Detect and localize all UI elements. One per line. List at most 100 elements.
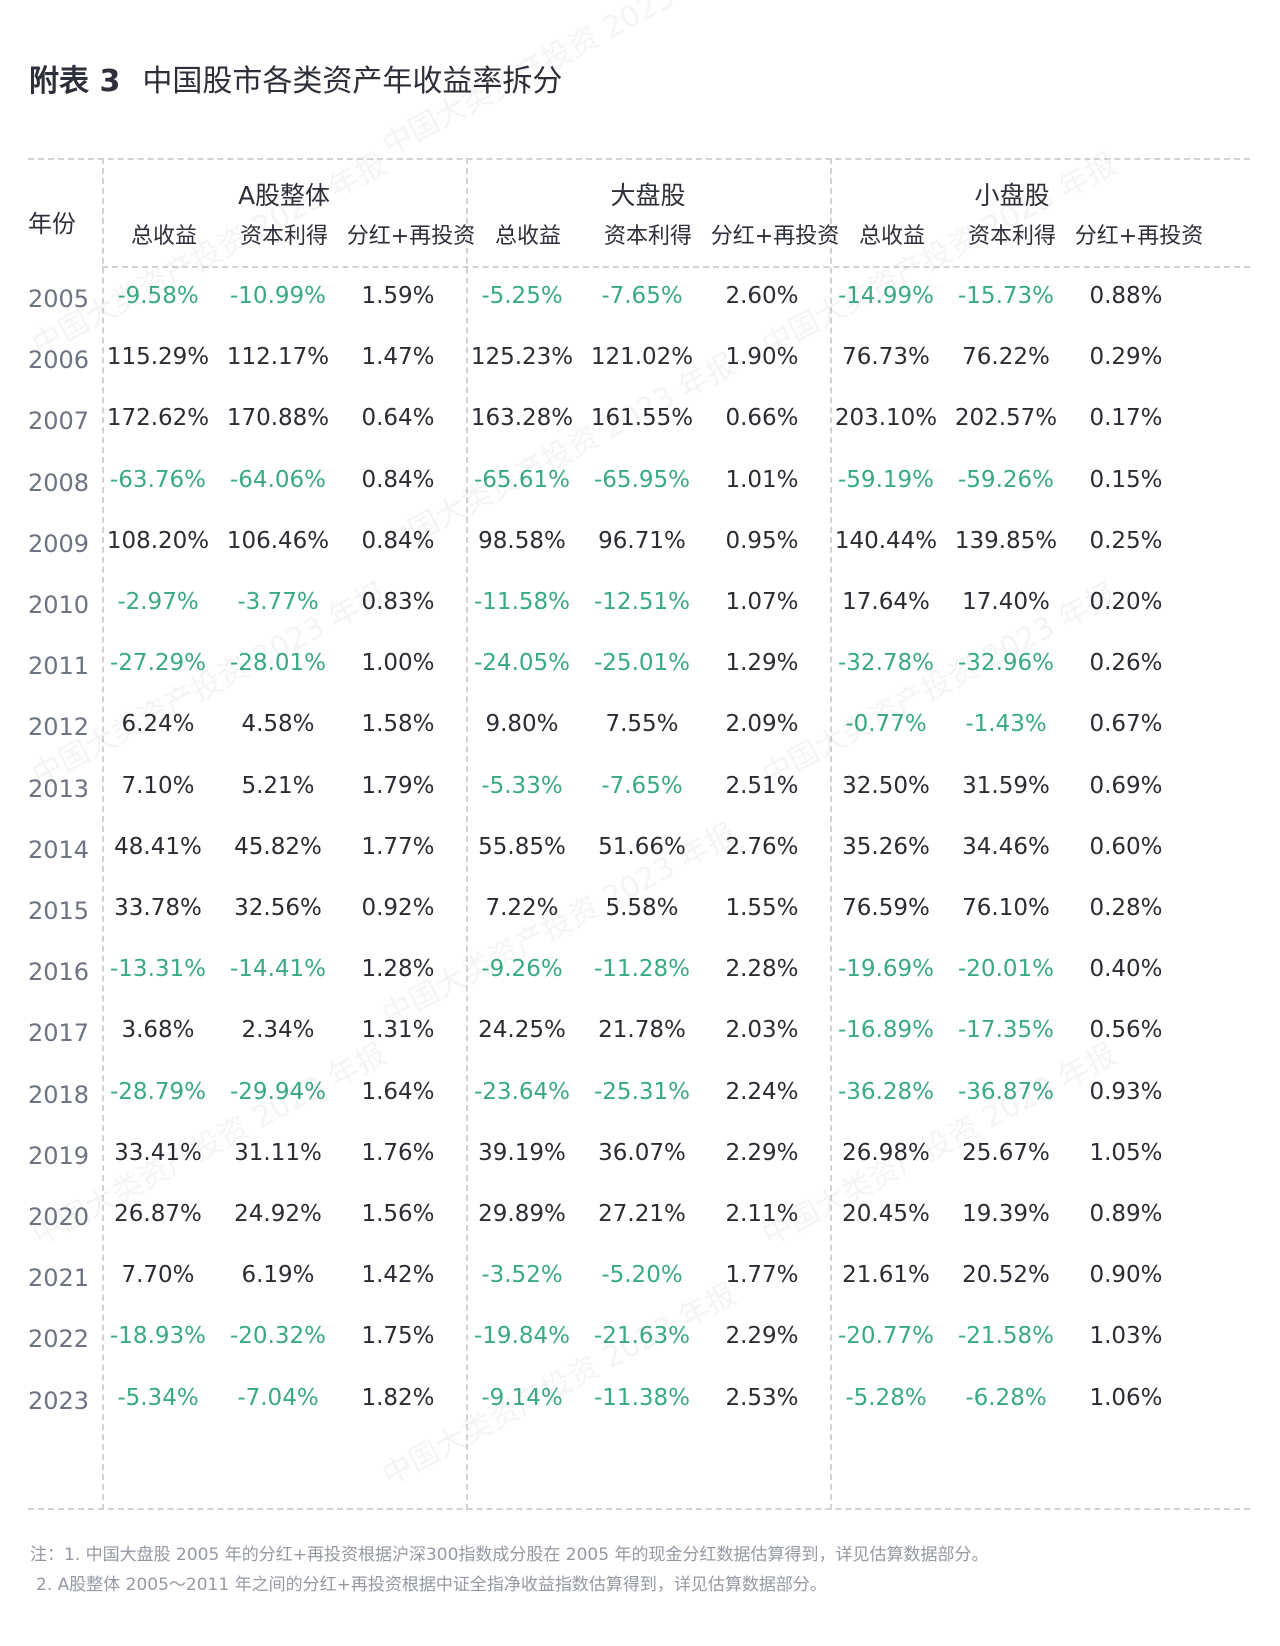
year-cell: 2011	[28, 652, 90, 681]
year-cell: 2014	[28, 835, 90, 864]
value-cell: -1.43%	[965, 711, 1047, 738]
value-cell: 0.25%	[1089, 527, 1163, 554]
value-cell: -18.93%	[110, 1323, 206, 1350]
value-cell: 19.39%	[962, 1201, 1050, 1227]
value-cell: 25.67%	[962, 1139, 1050, 1166]
capital-gain-header: 资本利得	[603, 224, 692, 249]
value-cell: 1.03%	[1089, 1323, 1163, 1350]
value-cell: 0.60%	[1089, 833, 1163, 860]
value-cell: 21.61%	[842, 1262, 930, 1289]
value-cell: -2.97%	[117, 589, 199, 615]
value-cell: 0.17%	[1089, 405, 1163, 432]
total-return-header: 总收益	[494, 224, 561, 249]
value-cell: 2.53%	[725, 1384, 799, 1411]
year-cell: 2016	[28, 958, 90, 987]
dividend-reinvest-header: 分红+再投资	[710, 224, 840, 249]
value-cell: -9.26%	[481, 956, 563, 983]
value-cell: 0.26%	[1089, 650, 1163, 677]
value-cell: 1.82%	[361, 1384, 435, 1411]
value-cell: 2.11%	[725, 1201, 799, 1227]
year-cell: 2018	[28, 1080, 90, 1109]
value-cell: 17.64%	[842, 589, 930, 615]
group-title-large-cap: 大盘股	[610, 181, 686, 210]
value-cell: -20.01%	[958, 956, 1054, 983]
value-cell: -59.19%	[838, 466, 934, 493]
value-cell: 2.29%	[725, 1139, 799, 1166]
value-cell: 2.76%	[725, 833, 799, 860]
value-cell: 32.50%	[842, 772, 930, 799]
value-cell: 1.77%	[725, 1262, 799, 1289]
value-cell: 0.95%	[725, 527, 799, 554]
value-cell: -9.58%	[117, 283, 199, 309]
value-cell: -7.65%	[601, 772, 683, 799]
dividend-reinvest-header: 分红+再投资	[1074, 224, 1204, 249]
value-cell: 76.10%	[962, 895, 1050, 921]
year-cell: 2013	[28, 774, 90, 803]
value-cell: 172.62%	[106, 405, 210, 432]
value-cell: 163.28%	[470, 405, 574, 432]
value-cell: -20.77%	[838, 1323, 934, 1350]
year-header: 年份	[28, 210, 76, 238]
value-cell: -13.31%	[110, 956, 206, 983]
value-cell: -36.87%	[958, 1078, 1054, 1105]
value-cell: 0.56%	[1089, 1017, 1163, 1044]
value-cell: 34.46%	[962, 833, 1050, 860]
value-cell: -14.99%	[838, 283, 934, 309]
value-cell: 1.07%	[725, 589, 799, 615]
value-cell: 0.40%	[1089, 956, 1163, 983]
value-cell: -5.25%	[481, 283, 563, 309]
value-cell: 2.28%	[725, 956, 799, 983]
value-cell: -24.05%	[474, 650, 570, 677]
value-cell: -11.58%	[474, 589, 570, 615]
value-cell: 1.77%	[361, 833, 435, 860]
value-cell: 5.58%	[605, 895, 679, 921]
value-cell: 2.29%	[725, 1323, 799, 1350]
value-cell: 2.34%	[241, 1017, 315, 1044]
value-cell: 0.84%	[361, 466, 435, 493]
value-cell: 2.03%	[725, 1017, 799, 1044]
value-cell: -21.63%	[594, 1323, 690, 1350]
value-cell: 0.69%	[1089, 772, 1163, 799]
value-cell: 0.84%	[361, 527, 435, 554]
value-cell: 26.87%	[114, 1201, 202, 1227]
value-cell: -23.64%	[474, 1078, 570, 1105]
value-cell: 0.89%	[1089, 1201, 1163, 1227]
value-cell: 139.85%	[954, 527, 1058, 554]
value-cell: -5.28%	[845, 1384, 927, 1411]
value-cell: 112.17%	[226, 344, 330, 371]
value-cell: 7.22%	[485, 895, 559, 921]
value-cell: 20.45%	[842, 1201, 930, 1227]
header-rule	[102, 266, 1250, 268]
capital-gain-header: 资本利得	[967, 224, 1056, 249]
value-cell: -0.77%	[845, 711, 927, 738]
value-cell: -20.32%	[230, 1323, 326, 1350]
value-cell: 6.19%	[241, 1262, 315, 1289]
value-cell: -7.65%	[601, 283, 683, 309]
footnote-1: 注：1. 中国大盘股 2005 年的分红+再投资根据沪深300指数成分股在 20…	[30, 1545, 989, 1565]
value-cell: 1.31%	[361, 1017, 435, 1044]
total-return-header: 总收益	[858, 224, 925, 249]
value-cell: 48.41%	[114, 833, 202, 860]
value-cell: 0.66%	[725, 405, 799, 432]
value-cell: 202.57%	[954, 405, 1058, 432]
value-cell: -7.04%	[237, 1384, 319, 1411]
value-cell: -65.61%	[474, 466, 570, 493]
value-cell: -5.34%	[117, 1384, 199, 1411]
value-cell: 33.78%	[114, 895, 202, 921]
value-cell: -3.52%	[481, 1262, 563, 1289]
value-cell: 32.56%	[234, 895, 322, 921]
value-cell: -21.58%	[958, 1323, 1054, 1350]
value-cell: 55.85%	[478, 833, 566, 860]
capital-gain-header: 资本利得	[239, 224, 328, 249]
value-cell: 0.88%	[1089, 283, 1163, 309]
value-cell: 1.55%	[725, 895, 799, 921]
value-cell: 9.80%	[485, 711, 559, 738]
value-cell: -19.69%	[838, 956, 934, 983]
year-cell: 2023	[28, 1386, 90, 1415]
footnotes: 注：1. 中国大盘股 2005 年的分红+再投资根据沪深300指数成分股在 20…	[30, 1540, 988, 1600]
value-cell: 6.24%	[121, 711, 195, 738]
value-cell: -27.29%	[110, 650, 206, 677]
value-cell: 1.79%	[361, 772, 435, 799]
value-cell: -5.20%	[601, 1262, 683, 1289]
value-cell: -15.73%	[958, 283, 1054, 309]
